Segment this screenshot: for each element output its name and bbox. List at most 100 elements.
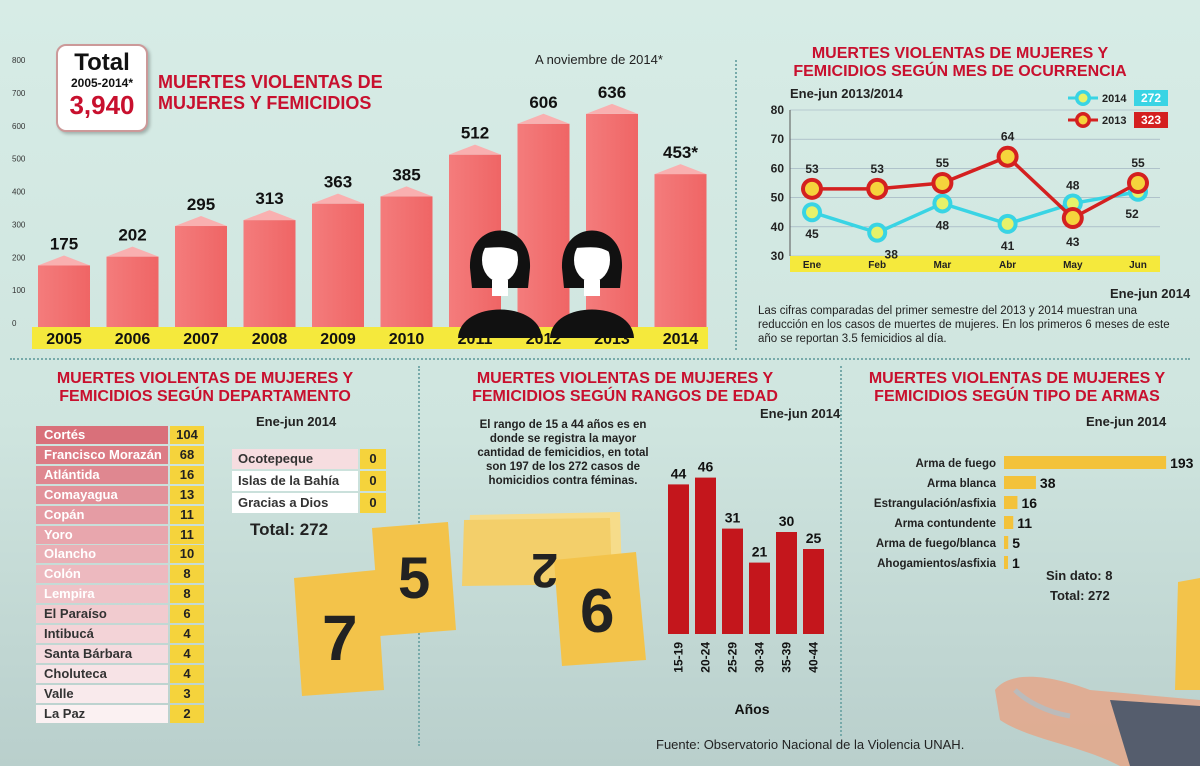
chart4-value-label: 31 xyxy=(725,510,741,526)
chart1-bar-top xyxy=(38,255,90,266)
chart5-value-label: 5 xyxy=(1012,535,1020,551)
department-row: Ocotepeque 0 xyxy=(232,449,386,470)
total-value: 3,940 xyxy=(69,90,135,120)
department-row: Valle 3 xyxy=(36,684,204,704)
department-row: Gracias a Dios 0 xyxy=(232,493,386,514)
department-row: La Paz 2 xyxy=(36,704,204,724)
department-name: Atlántida xyxy=(36,465,168,484)
chart2-legend-name: 2013 xyxy=(1102,115,1126,127)
chart1-value-label: 363 xyxy=(324,173,352,192)
chart5-category-label: Arma de fuego/blanca xyxy=(876,538,997,550)
chart1-year-label: 2010 xyxy=(389,331,425,348)
department-name: Copán xyxy=(36,505,168,524)
divider-vertical-3 xyxy=(840,366,842,736)
chart2-month-label: Mar xyxy=(934,260,952,271)
department-value: 10 xyxy=(170,545,204,564)
chart1-bar-top xyxy=(517,113,570,124)
chart2-legend-total-box xyxy=(1134,112,1168,128)
chart1-ytick: 300 xyxy=(12,220,26,229)
department-value: 16 xyxy=(170,465,204,484)
chart4-bar xyxy=(803,549,824,634)
chart4-category-label: 25-29 xyxy=(726,642,740,673)
chart2-series-line-2013 xyxy=(812,154,1139,221)
chart5-total: Total: 272 xyxy=(1050,588,1110,603)
chart2-month-label: May xyxy=(1063,260,1083,271)
department-name: Ocotepeque xyxy=(232,449,358,469)
department-value: 0 xyxy=(360,449,386,469)
chart1-ytick: 800 xyxy=(12,56,26,65)
chart2-value-label-2013: 55 xyxy=(936,156,950,170)
department-row: Santa Bárbara 4 xyxy=(36,644,204,664)
chart1-value-label: 295 xyxy=(187,195,215,214)
chart2-legend-name: 2014 xyxy=(1102,93,1127,105)
chart2-legend-marker-inner xyxy=(1078,115,1088,125)
chart2-ytick: 60 xyxy=(771,161,785,175)
chart1-year-label: 2014 xyxy=(663,331,699,348)
department-name: Islas de la Bahía xyxy=(232,471,358,491)
chart1-bar xyxy=(38,265,90,327)
chart2-point-inner-2013 xyxy=(1065,211,1080,226)
chart2-month-label: Feb xyxy=(868,260,886,271)
department-name: Francisco Morazán xyxy=(36,445,168,464)
chart1-year-label: 2009 xyxy=(320,331,356,348)
chart2-ytick: 80 xyxy=(771,103,785,117)
chart4-bar xyxy=(776,532,797,634)
chart2-value-label-2014: 38 xyxy=(885,248,899,262)
department-name: Colón xyxy=(36,565,168,584)
chart5-bar xyxy=(1004,516,1014,529)
department-row: Copán 11 xyxy=(36,505,204,525)
department-name: El Paraíso xyxy=(36,605,168,624)
chart1-ytick: 400 xyxy=(12,188,26,197)
department-value: 8 xyxy=(170,585,204,604)
chart1-ytick: 0 xyxy=(12,319,17,328)
marker-6: 6 xyxy=(580,577,614,646)
chart1-value-label: 385 xyxy=(392,165,420,184)
chart2-point-inner-2013 xyxy=(870,181,885,196)
chart5-category-label: Arma blanca xyxy=(927,478,997,490)
department-value: 3 xyxy=(170,684,204,703)
monthly-line-chart: 80 70 60 50 40 30 Ene Feb Mar Abr May Jun 45 38 48 41 48… xyxy=(771,90,1168,272)
chart1-bar-top xyxy=(312,193,364,204)
chart2-value-label-2013: 53 xyxy=(805,162,819,176)
chart1-bar xyxy=(106,256,159,327)
chart4-category-label: 40-44 xyxy=(807,642,821,673)
department-value: 8 xyxy=(170,565,204,584)
chart1-bar xyxy=(654,174,707,327)
chart1-year-label: 2006 xyxy=(115,331,151,348)
department-value: 13 xyxy=(170,485,204,504)
chart5-category-label: Estrangulación/asfixia xyxy=(874,498,997,510)
chart2-subtitle: Ene-jun 2013/2014 xyxy=(790,86,903,101)
chart4-category-label: 20-24 xyxy=(699,642,713,673)
chart1-bar xyxy=(175,226,227,327)
department-name: Gracias a Dios xyxy=(232,493,358,513)
chart5-bar xyxy=(1004,456,1167,469)
chart2-value-label-2013: 64 xyxy=(1001,130,1015,144)
chart1-year-label: 2008 xyxy=(252,331,288,348)
chart2-value-label-2014: 45 xyxy=(805,227,819,241)
chart5-category-label: Arma de fuego xyxy=(915,458,996,470)
chart5-sin-dato: Sin dato: 8 xyxy=(1046,568,1113,583)
chart2-point-inner-2013 xyxy=(935,176,950,190)
chart2-value-label-2013: 53 xyxy=(871,162,885,176)
department-name: La Paz xyxy=(36,704,168,723)
chart2-point-inner-2013 xyxy=(1131,176,1145,190)
chart1-bar-top xyxy=(175,216,227,227)
chart1-note: A noviembre de 2014* xyxy=(535,52,663,67)
chart1-bar-top xyxy=(243,210,296,221)
chart2-legend-total: 323 xyxy=(1141,113,1161,127)
chart2-value-label-2013: 55 xyxy=(1131,156,1145,170)
chart2-value-label-2014: 48 xyxy=(1066,178,1080,192)
marker-5: 5 xyxy=(398,546,430,611)
chart1-bar xyxy=(380,196,433,327)
department-value: 11 xyxy=(170,525,204,544)
chart4-title: MUERTES VIOLENTAS DE MUJERES Y FEMICIDIO… xyxy=(472,370,778,405)
department-row: El Paraíso 6 xyxy=(36,605,204,624)
chart5-value-label: 16 xyxy=(1021,495,1037,511)
chart2-ytick: 40 xyxy=(771,220,785,234)
department-row: Colón 8 xyxy=(36,565,204,584)
divider-horizontal xyxy=(10,358,1190,360)
chart2-legend-total: 272 xyxy=(1141,91,1161,105)
chart5-category-label: Ahogamientos/asfixia xyxy=(877,558,996,570)
total-period: 2005-2014* xyxy=(70,76,134,90)
chart2-month-strip xyxy=(790,256,1160,272)
